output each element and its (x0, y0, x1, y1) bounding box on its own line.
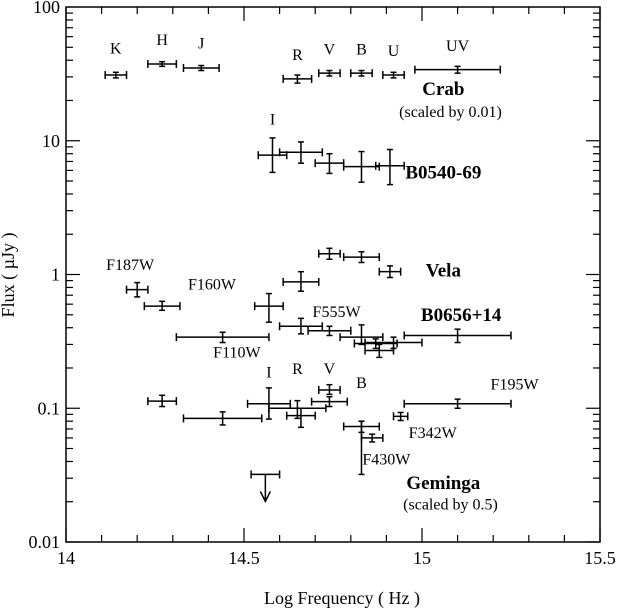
y-tick-label: 0.01 (29, 532, 61, 552)
b0656-14-point (364, 343, 395, 359)
vela-point (253, 292, 284, 323)
geminga-point (360, 433, 384, 443)
geminga-point (318, 383, 341, 396)
vela-point (342, 250, 381, 264)
filter-band-label: R (292, 47, 303, 64)
annotation-labels: K H J R V B U UV Crab (scaled by 0.01) I B0540-69 F1… (106, 32, 539, 514)
geminga-point (182, 411, 263, 426)
b0540-69-point (278, 141, 324, 164)
filter-band-label: U (388, 43, 400, 60)
b0656-14-point (403, 328, 512, 344)
filter-band-label: H (156, 32, 168, 49)
geminga-point (147, 394, 178, 408)
source-label: Crab (422, 79, 464, 100)
y-axis-title: Flux ( µJy ) (0, 233, 19, 318)
filter-band-label: B (356, 42, 367, 59)
plot-frame (65, 6, 601, 543)
x-tick-label: 15.5 (584, 548, 616, 568)
geminga-point (310, 395, 348, 408)
crab-point (104, 71, 128, 80)
source-label: Vela (426, 260, 462, 281)
crab-point (147, 59, 178, 68)
data-marks (104, 59, 512, 504)
upper-limit-arrowhead (259, 491, 272, 504)
filter-band-label: B (356, 375, 367, 392)
filter-band-label: F342W (409, 425, 458, 442)
plot-axes: 14 14.5 15 15.5 0.01 0.1 1 10 100 (29, 0, 616, 568)
filter-band-label: F430W (362, 451, 411, 468)
b0656-14-point (353, 338, 398, 350)
source-label: B0540-69 (405, 163, 481, 184)
b0540-69-point (342, 150, 381, 183)
geminga-point (246, 387, 292, 420)
b0540-69-point (314, 152, 345, 175)
filter-band-label: I (266, 364, 271, 381)
scale-note: (scaled by 0.5) (403, 496, 498, 513)
filter-band-label: F187W (106, 257, 155, 274)
filter-band-label: I (270, 112, 275, 129)
filter-band-label: F110W (213, 344, 261, 361)
crab-point (182, 63, 220, 72)
filter-band-label: V (324, 42, 336, 59)
vela-point (143, 300, 181, 312)
geminga-point (285, 407, 316, 429)
filter-band-label: V (324, 361, 336, 378)
vela-point (175, 331, 270, 344)
crab-point (318, 69, 341, 78)
filter-band-label: K (110, 40, 122, 57)
filter-band-label: UV (446, 38, 470, 55)
crab-point (282, 74, 313, 84)
y-tick-label: 1 (51, 265, 60, 285)
vela-point (125, 281, 149, 298)
vela-point (282, 270, 320, 292)
filter-band-label: F160W (188, 277, 237, 294)
filter-band-label: J (198, 35, 204, 52)
vela-point (318, 247, 341, 261)
y-tick-label: 100 (33, 0, 60, 17)
source-label: Geminga (406, 473, 480, 494)
y-tick-label: 10 (42, 131, 60, 151)
x-tick-label: 14.5 (228, 548, 260, 568)
b0656-14-point (307, 325, 352, 337)
crab-point (414, 65, 502, 74)
geminga-point (392, 411, 409, 422)
geminga-point (403, 398, 512, 409)
b0540-69-point (257, 137, 288, 174)
x-tick-label: 15 (413, 548, 431, 568)
vela-point (378, 265, 402, 279)
filter-band-label: R (292, 361, 303, 378)
crab-point (350, 69, 373, 78)
b0540-69-point (374, 148, 405, 186)
crab-point (382, 71, 405, 80)
geminga-point (358, 420, 365, 476)
scale-note: (scaled by 0.01) (399, 104, 502, 121)
geminga-point (250, 470, 281, 504)
b0656-14-point (278, 317, 324, 335)
b0656-14-point (339, 324, 384, 346)
x-axis-title: Log Frequency ( Hz ) (264, 588, 420, 609)
source-label: B0656+14 (421, 305, 502, 326)
filter-band-label: F195W (491, 377, 540, 394)
y-tick-label: 0.1 (38, 398, 61, 418)
filter-band-label: F555W (313, 304, 362, 321)
x-tick-label: 14 (57, 548, 75, 568)
b0656-14-point (364, 336, 423, 350)
